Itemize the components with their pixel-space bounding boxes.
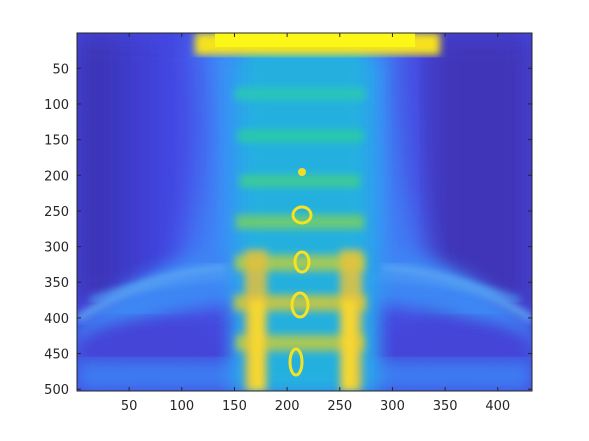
y-tick-label: 50: [52, 62, 69, 77]
y-tick-label: 200: [44, 169, 69, 184]
xray-image: [77, 33, 532, 391]
y-tick-label: 450: [44, 348, 69, 363]
x-tick-label: 350: [433, 399, 458, 414]
y-tick-label: 350: [44, 276, 69, 291]
x-tick-label: 250: [327, 399, 352, 414]
y-tick-label: 100: [44, 98, 69, 113]
y-tick-label: 150: [44, 134, 69, 149]
y-tick-label: 300: [44, 241, 69, 256]
x-tick-label: 200: [275, 399, 300, 414]
y-tick-label: 400: [44, 312, 69, 327]
y-tick-label: 250: [44, 205, 69, 220]
x-tick-label: 150: [222, 399, 247, 414]
x-tick-label: 50: [121, 399, 138, 414]
x-tick-label: 100: [169, 399, 194, 414]
y-axis: 50 100 150 200 250 300 350 400 450 500: [44, 62, 532, 398]
x-tick-label: 400: [485, 399, 510, 414]
x-axis: 50 100 150 200 250 300 350 400: [121, 33, 510, 414]
axes-frame: [76, 32, 533, 392]
x-tick-label: 300: [380, 399, 405, 414]
y-tick-label: 500: [44, 383, 69, 398]
